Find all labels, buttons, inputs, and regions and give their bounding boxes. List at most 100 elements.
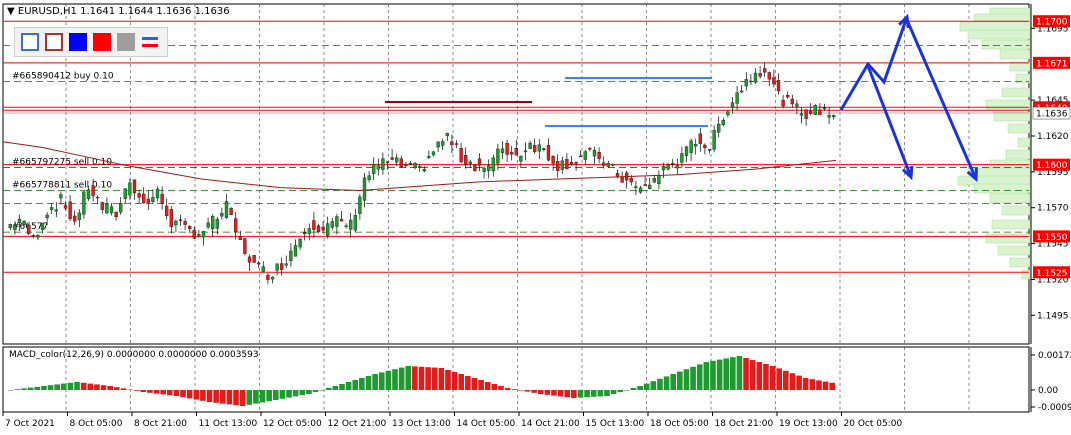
macd-bar: [14, 389, 21, 390]
candle-body: [749, 80, 753, 83]
candle-body: [551, 156, 555, 164]
candle-body: [243, 238, 247, 254]
price-level-tag-label: 1.1525: [1036, 269, 1068, 279]
candle-body: [431, 151, 436, 156]
candle-body: [487, 165, 491, 171]
gray-color-button[interactable]: [117, 33, 135, 51]
macd-pane-frame: [2, 346, 1030, 413]
chart-header: ▼ EURUSD,H1 1.1641 1.1644 1.1636 1.1636: [7, 6, 230, 17]
macd-bar: [730, 357, 736, 390]
candle-body: [422, 169, 426, 172]
rectangle-red-tool-button[interactable]: [45, 33, 63, 51]
candle-body: [224, 201, 229, 218]
candle-body: [629, 177, 633, 183]
volume-profile-bar: [991, 219, 1031, 230]
macd-bar: [531, 390, 537, 393]
volume-profile-bar: [1015, 73, 1031, 84]
macd-bar: [21, 388, 27, 390]
candle-body: [436, 141, 440, 148]
candle-body: [804, 109, 808, 119]
candle-body: [50, 207, 54, 210]
volume-profile-bar: [989, 193, 1031, 204]
candle-body: [721, 120, 725, 126]
volume-profile-bar: [1001, 87, 1031, 98]
candle-body: [206, 222, 210, 228]
blue-color-button[interactable]: [69, 33, 87, 51]
drawing-toolbox: [14, 27, 168, 57]
candle-body: [657, 175, 661, 185]
dropdown-triangle-icon[interactable]: ▼: [7, 6, 15, 17]
candle-body: [634, 186, 638, 188]
macd-bar: [213, 390, 219, 403]
macd-bar: [557, 390, 564, 397]
candle-body: [197, 234, 201, 236]
red-color-button[interactable]: [93, 33, 111, 51]
candle-body: [247, 256, 252, 263]
forecast-arrow-down-1: [866, 65, 913, 178]
macd-bar: [498, 386, 504, 390]
macd-bar: [372, 374, 378, 390]
volume-profile-bar: [981, 39, 1031, 50]
volume-profile-bar: [997, 245, 1031, 256]
macd-bar: [544, 390, 551, 395]
candle-body: [832, 115, 836, 118]
macd-bar: [756, 362, 763, 390]
macd-bar: [504, 388, 511, 390]
macd-bar: [266, 390, 272, 402]
ohlc-values: 1.1641 1.1644 1.1636 1.1636: [80, 6, 230, 17]
volume-profile-bar: [969, 167, 1031, 178]
candle-body: [799, 113, 804, 116]
time-tick-label: 12 Oct 21:00: [328, 419, 387, 429]
macd-bar: [643, 383, 650, 390]
order-label: #665778811 sell 0.10: [12, 180, 112, 190]
price-tick-label: 1.1520: [1037, 275, 1069, 285]
price-level-tag: [1033, 266, 1070, 279]
macd-bar: [524, 390, 531, 392]
macd-bar: [133, 390, 140, 391]
candle-body: [358, 196, 362, 214]
volume-profile-bar: [1007, 123, 1031, 134]
macd-bar: [511, 389, 518, 390]
candle-body: [648, 184, 652, 189]
price-level-tag: [1033, 15, 1070, 28]
candle-body: [827, 115, 831, 118]
macd-tick-label: 0.001722: [1038, 351, 1071, 361]
volume-profile-bar: [985, 233, 1031, 244]
rectangle-tool-button[interactable]: [21, 33, 39, 51]
candle-body: [684, 146, 689, 156]
candle-body: [178, 219, 183, 221]
macd-bar: [418, 366, 425, 390]
candle-body: [597, 152, 601, 159]
candle-body: [500, 148, 505, 154]
candle-body: [270, 276, 275, 280]
volume-profile-bar: [1021, 269, 1031, 280]
macd-bar: [292, 390, 299, 397]
macd-bar: [789, 373, 796, 390]
macd-bar: [551, 390, 557, 396]
line-style-button[interactable]: [141, 33, 159, 51]
macd-bar: [54, 384, 60, 390]
candle-body: [367, 175, 371, 180]
candle-body: [169, 209, 173, 227]
candle-body: [362, 177, 367, 201]
macd-bar: [577, 390, 584, 398]
macd-bar: [34, 386, 41, 390]
macd-histogram: [8, 356, 835, 406]
candle-body: [569, 162, 574, 165]
order-label: #665890412 buy 0.10: [12, 71, 114, 81]
price-tick-label: 1.1595: [1037, 168, 1069, 178]
candle-body: [31, 235, 35, 237]
forecast-arrow-up: [839, 16, 909, 111]
candle-body: [726, 111, 730, 116]
candle-body: [160, 193, 164, 204]
macd-bar: [624, 390, 630, 391]
macd-tick-label: -0.00093: [1038, 403, 1071, 413]
candle-body: [583, 151, 587, 160]
macd-bar: [8, 390, 14, 391]
macd-bar: [796, 375, 802, 390]
macd-bar: [41, 386, 47, 390]
candle-body: [151, 197, 155, 202]
candle-body: [565, 159, 569, 169]
